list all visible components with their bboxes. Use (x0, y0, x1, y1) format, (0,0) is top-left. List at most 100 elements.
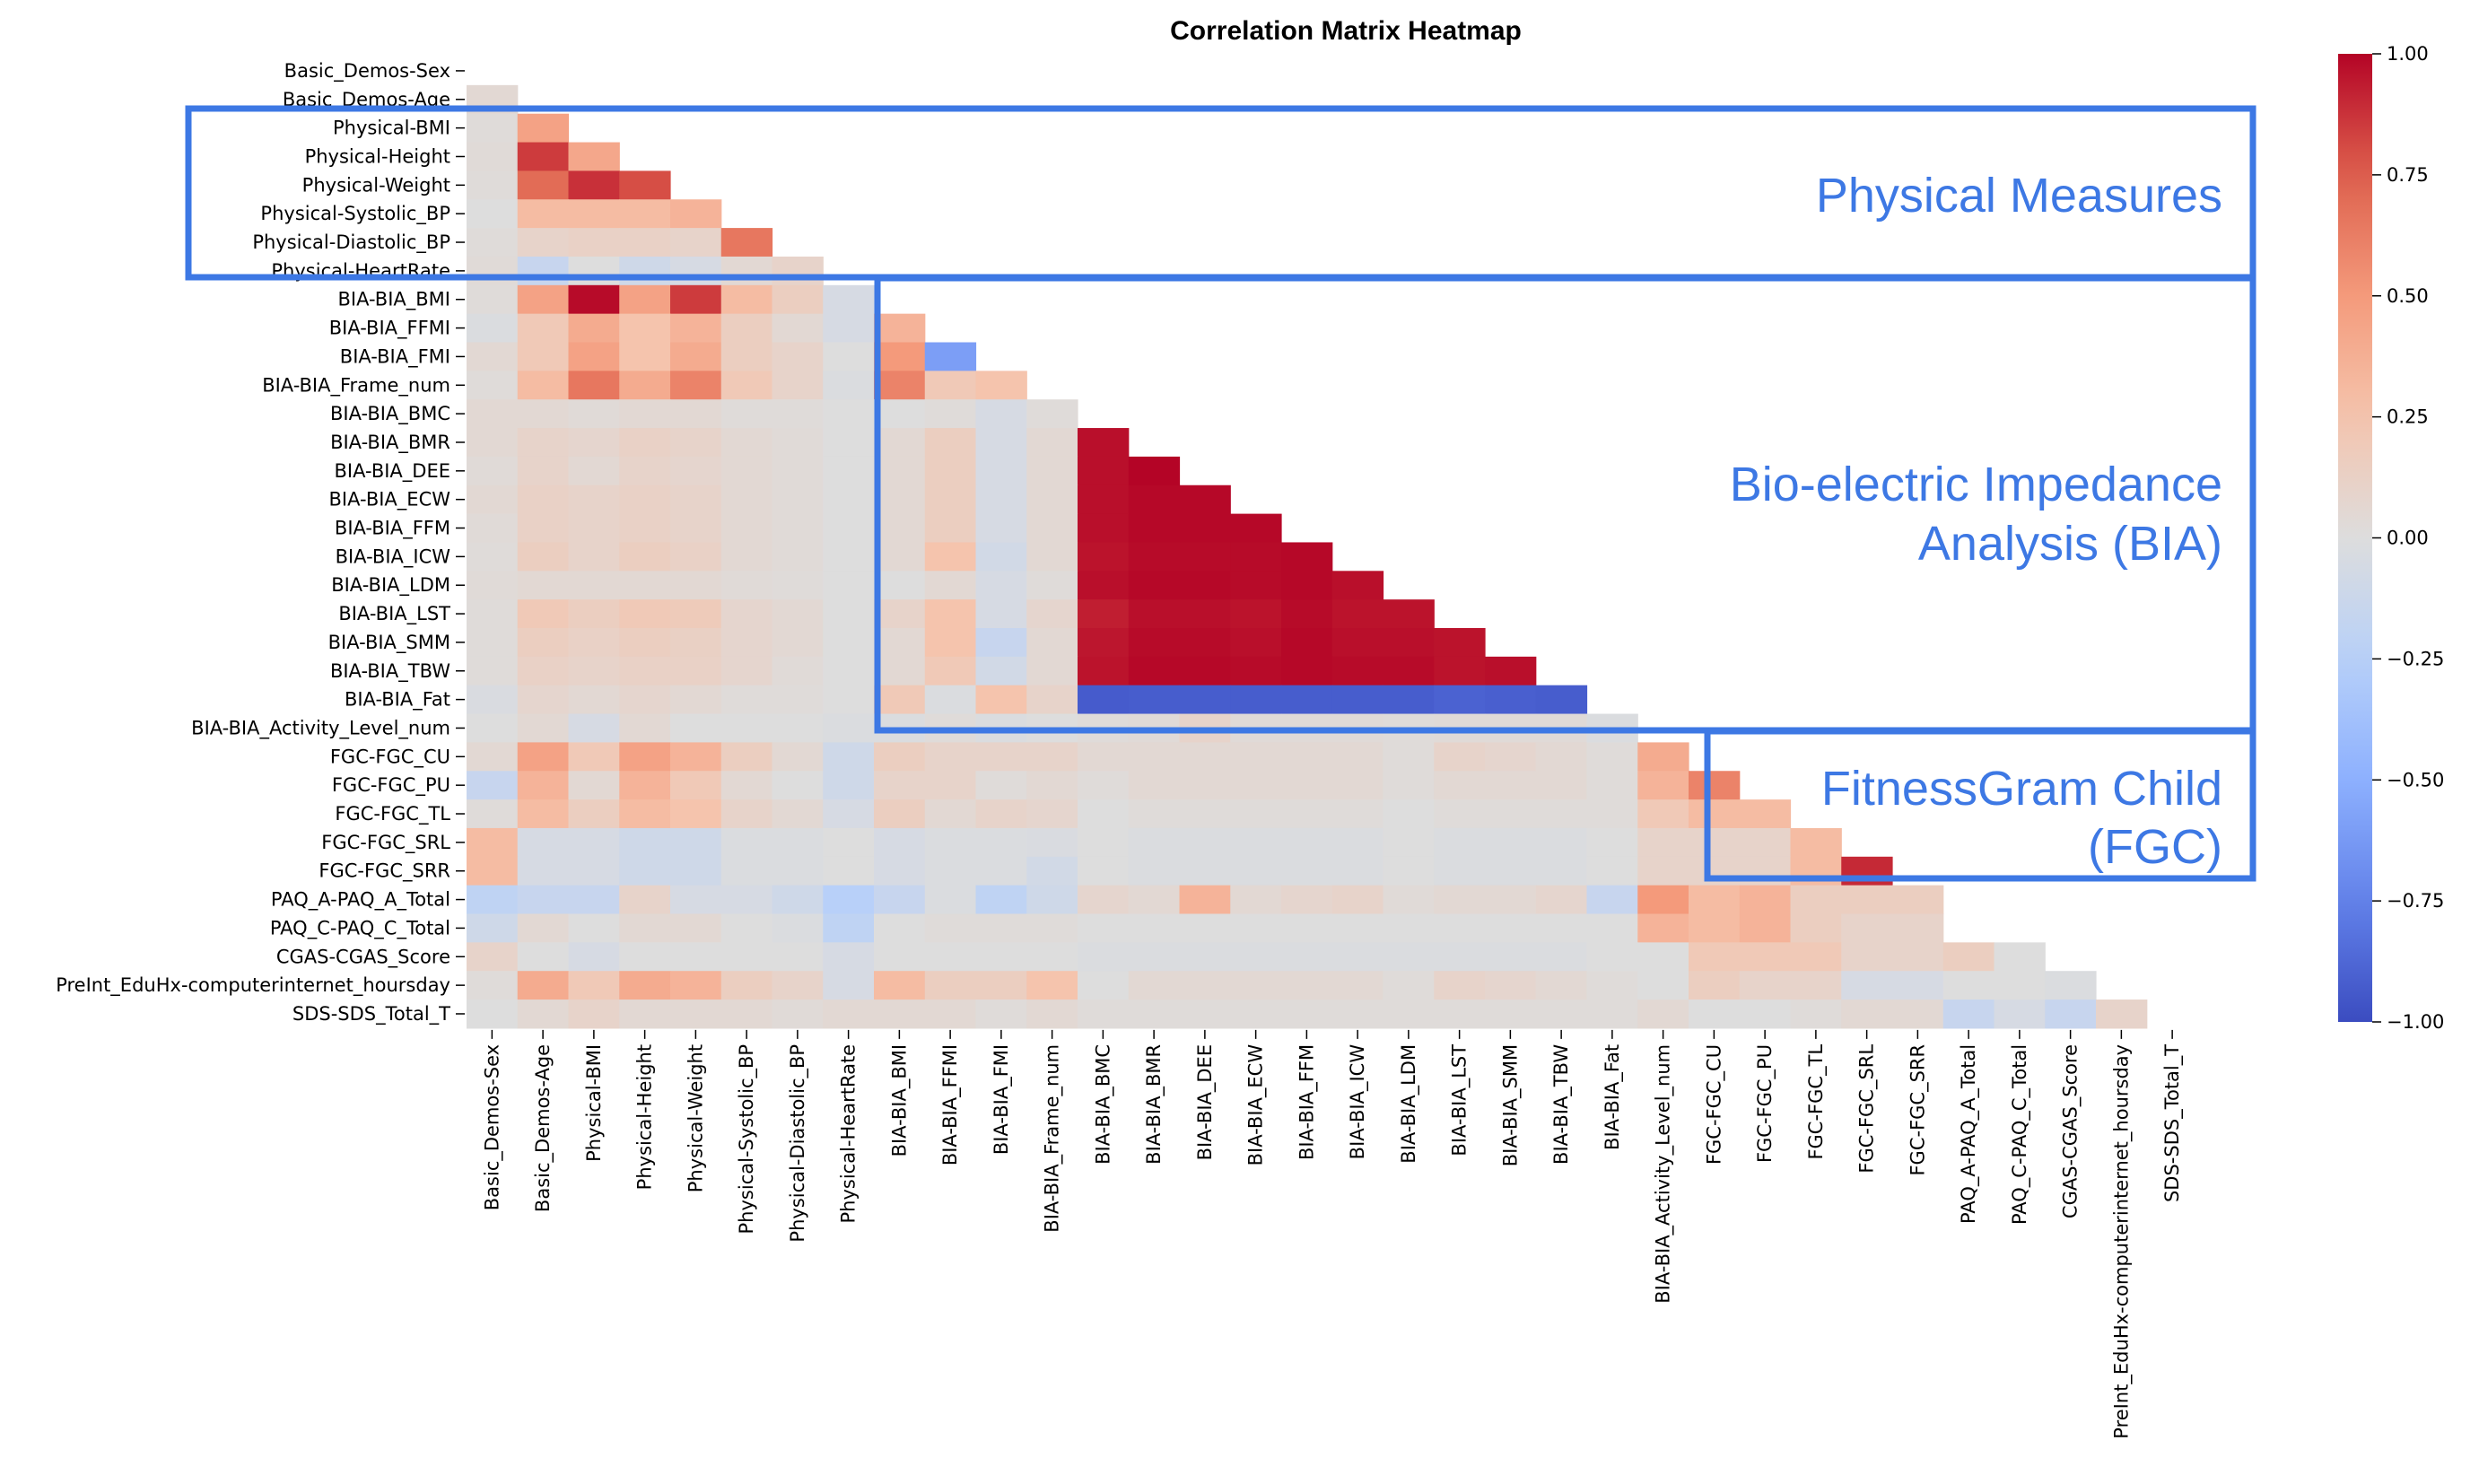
heatmap-cell (1586, 742, 1638, 772)
heatmap-cell (1281, 856, 1333, 886)
heatmap-cell (517, 742, 570, 772)
heatmap-cell (1179, 799, 1231, 829)
heatmap-cell (1790, 1000, 1842, 1029)
heatmap-cell (517, 713, 570, 743)
heatmap-cell (1892, 942, 1944, 972)
x-tick-label-bia-bia-activity-level-num: BIA-BIA_Activity_Level_num (1653, 1044, 1675, 1304)
heatmap-cell (517, 628, 570, 658)
heatmap-cell (975, 428, 1027, 458)
heatmap-cell (1535, 742, 1588, 772)
heatmap-cell (670, 599, 722, 629)
heatmap-cell (467, 199, 519, 229)
heatmap-cell (772, 456, 824, 486)
heatmap-cell (1026, 971, 1078, 1000)
heatmap-cell (1637, 742, 1689, 772)
heatmap-cell (467, 885, 519, 915)
heatmap-cell (975, 1000, 1027, 1029)
heatmap-cell (1026, 742, 1078, 772)
heatmap-cell (823, 428, 875, 458)
heatmap-cell (1179, 771, 1231, 800)
annotation-label: FitnessGram Child (1821, 762, 2222, 816)
annotation-label: (FGC) (2088, 820, 2222, 874)
heatmap-cell (619, 628, 671, 658)
heatmap-cell (619, 313, 671, 344)
heatmap-cell (1739, 971, 1792, 1000)
heatmap-cell (1179, 571, 1231, 600)
heatmap-cell (1485, 799, 1537, 829)
heatmap-cell (1739, 885, 1792, 915)
annotation-box (874, 275, 2256, 734)
x-tick-label-bia-bia-fmi: BIA-BIA_FMI (991, 1044, 1013, 1155)
heatmap-cell (772, 542, 824, 572)
heatmap-cell (568, 799, 620, 829)
heatmap-cell (517, 284, 570, 315)
y-tick-label-cgas-cgas-score: CGAS-CGAS_Score (276, 946, 450, 968)
heatmap-cell (874, 513, 926, 544)
heatmap-cell (467, 628, 519, 658)
colorbar-tick-label: −0.50 (2387, 769, 2444, 790)
heatmap-cell (720, 342, 773, 371)
heatmap-cell (467, 685, 519, 715)
heatmap-cell (568, 342, 620, 371)
heatmap-cell (1485, 827, 1537, 858)
heatmap-cell (1179, 542, 1231, 572)
heatmap-cell (874, 628, 926, 658)
colorbar-tick-label: −0.75 (2387, 890, 2444, 912)
heatmap-cell (1078, 685, 1130, 715)
heatmap-cell (1078, 885, 1130, 915)
heatmap-cell (517, 199, 570, 229)
heatmap-cell (670, 428, 722, 458)
heatmap-cell (823, 342, 875, 371)
heatmap-cell (467, 113, 519, 144)
colorbar-tick-label: 0.50 (2387, 285, 2429, 307)
y-tick-label-paq-c-paq-c-total: PAQ_C-PAQ_C_Total (270, 917, 450, 939)
heatmap-cell (823, 599, 875, 629)
heatmap-cell (1689, 1000, 1741, 1029)
heatmap-cell (1689, 971, 1741, 1000)
heatmap-cell (619, 342, 671, 371)
heatmap-cell (924, 913, 977, 943)
heatmap-cell (874, 799, 926, 829)
heatmap-cell (1281, 742, 1333, 772)
heatmap-cell (772, 313, 824, 344)
heatmap-cell (874, 685, 926, 715)
heatmap-cell (1383, 599, 1435, 629)
heatmap-cell (670, 799, 722, 829)
heatmap-cell (670, 399, 722, 429)
heatmap-cell (1230, 942, 1282, 972)
heatmap-cell (568, 399, 620, 429)
heatmap-cell (1026, 542, 1078, 572)
heatmap-cell (568, 1000, 620, 1029)
colorbar-tick-label: 0.25 (2387, 406, 2429, 428)
heatmap-cell (1331, 599, 1384, 629)
heatmap-cell (1434, 656, 1486, 686)
heatmap-cell (874, 885, 926, 915)
y-axis-tick-labels: Basic_Demos-SexBasic_Demos-AgePhysical-B… (56, 60, 465, 1026)
heatmap-cell (568, 199, 620, 229)
heatmap-cell (874, 971, 926, 1000)
heatmap-cell (1434, 685, 1486, 715)
heatmap-cell (568, 371, 620, 400)
heatmap-cell (772, 1000, 824, 1029)
heatmap-cell (1841, 1000, 1893, 1029)
heatmap-cell (823, 399, 875, 429)
heatmap-cell (619, 656, 671, 686)
heatmap-cell (1434, 913, 1486, 943)
heatmap-cell (1485, 771, 1537, 800)
heatmap-cell (1841, 885, 1893, 915)
heatmap-cell (874, 856, 926, 886)
heatmap-cell (670, 971, 722, 1000)
heatmap-cell (1230, 656, 1282, 686)
x-tick-label-fgc-fgc-tl: FGC-FGC_TL (1805, 1044, 1828, 1160)
heatmap-cell (467, 856, 519, 886)
heatmap-cell (823, 456, 875, 486)
heatmap-cell (1128, 1000, 1181, 1029)
heatmap-cell (467, 742, 519, 772)
heatmap-cell (1892, 913, 1944, 943)
y-tick-label-paq-a-paq-a-total: PAQ_A-PAQ_A_Total (271, 889, 450, 912)
heatmap-cell (568, 656, 620, 686)
heatmap-cell (1128, 771, 1181, 800)
heatmap-cell (1535, 827, 1588, 858)
heatmap-cell (720, 542, 773, 572)
heatmap-cell (924, 342, 977, 371)
